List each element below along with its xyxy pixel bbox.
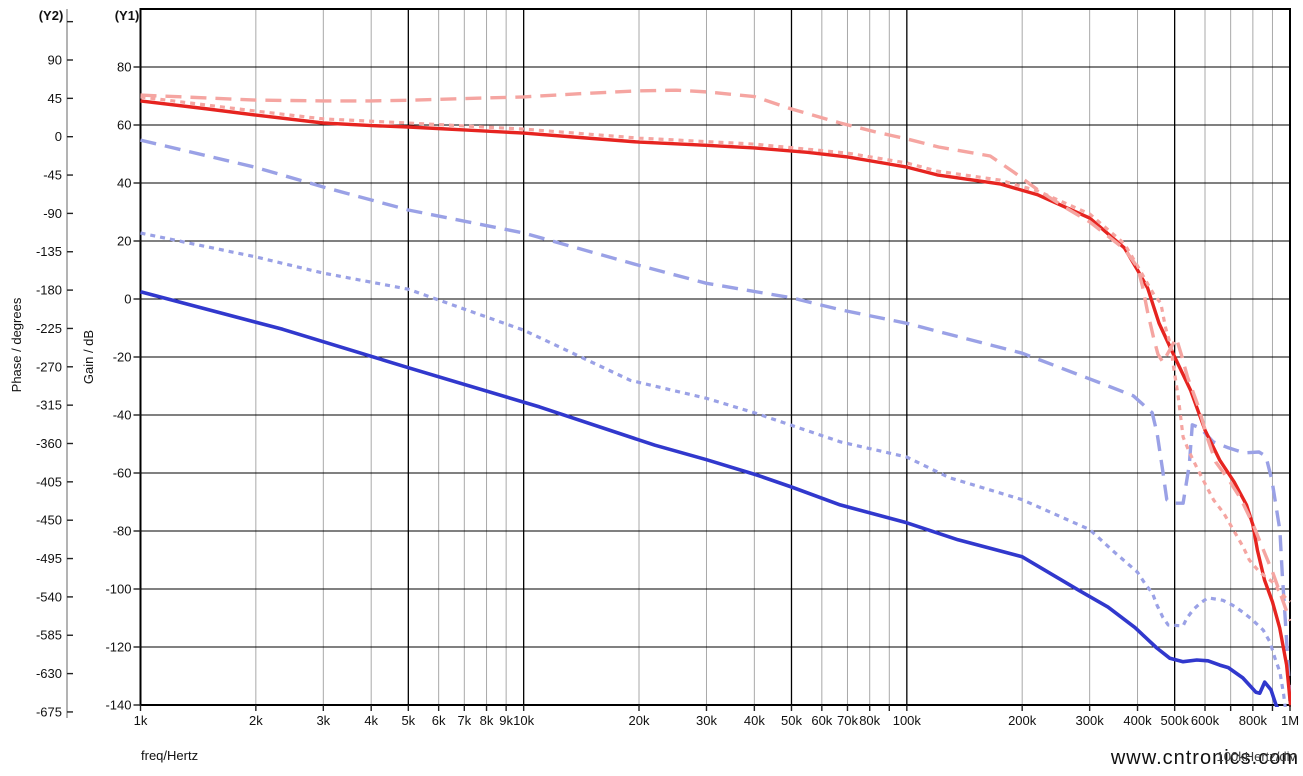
- svg-text:-45: -45: [43, 168, 62, 183]
- svg-text:100k: 100k: [893, 713, 922, 728]
- svg-text:3k: 3k: [316, 713, 330, 728]
- svg-text:-450: -450: [36, 513, 62, 528]
- svg-text:60k: 60k: [811, 713, 832, 728]
- svg-text:5k: 5k: [401, 713, 415, 728]
- watermark-text: www.cntronics.com: [1110, 747, 1299, 769]
- svg-text:-675: -675: [36, 704, 62, 719]
- svg-text:2k: 2k: [249, 713, 263, 728]
- svg-text:6k: 6k: [432, 713, 446, 728]
- svg-text:-225: -225: [36, 321, 62, 336]
- svg-text:600k: 600k: [1191, 713, 1220, 728]
- gain-axis-label: Gain / dB: [81, 330, 96, 384]
- svg-text:70k: 70k: [837, 713, 858, 728]
- svg-text:20k: 20k: [629, 713, 650, 728]
- svg-text:-100: -100: [105, 582, 131, 597]
- svg-text:-630: -630: [36, 666, 62, 681]
- series-phase-short-dash: [140, 231, 1287, 707]
- svg-text:-315: -315: [36, 398, 62, 413]
- svg-text:500k: 500k: [1161, 713, 1190, 728]
- svg-text:40: 40: [117, 176, 131, 191]
- svg-text:-270: -270: [36, 359, 62, 374]
- series-phase-long-dash: [140, 138, 1291, 706]
- axis-tick-labels: 1k 2k 3k 4k 5k 6k 7k 8k 9k 10k 20k 30k 40k 50k 60k 70k 8…: [36, 53, 1299, 729]
- svg-text:200k: 200k: [1008, 713, 1037, 728]
- svg-text:1M: 1M: [1281, 713, 1299, 728]
- svg-text:90: 90: [48, 53, 62, 68]
- svg-text:-80: -80: [113, 524, 132, 539]
- series-gain-short-dash: [140, 95, 1291, 604]
- svg-text:9k: 9k: [499, 713, 513, 728]
- svg-text:400k: 400k: [1123, 713, 1152, 728]
- svg-text:-495: -495: [36, 551, 62, 566]
- svg-text:50k: 50k: [781, 713, 802, 728]
- svg-text:0: 0: [55, 129, 62, 144]
- svg-text:-135: -135: [36, 244, 62, 259]
- svg-text:40k: 40k: [744, 713, 765, 728]
- svg-text:-140: -140: [105, 698, 131, 713]
- svg-text:60: 60: [117, 118, 131, 133]
- svg-text:4k: 4k: [364, 713, 378, 728]
- phase-axis-label: Phase / degrees: [9, 297, 24, 392]
- grid-lines: [140, 9, 1290, 705]
- svg-text:8k: 8k: [480, 713, 494, 728]
- svg-text:-60: -60: [113, 466, 132, 481]
- svg-text:1k: 1k: [134, 713, 148, 728]
- svg-text:20: 20: [117, 234, 131, 249]
- y2-axis-name: (Y2): [39, 8, 64, 23]
- svg-text:80k: 80k: [859, 713, 880, 728]
- axis-ticks: [66, 9, 1291, 718]
- svg-text:0: 0: [124, 292, 131, 307]
- svg-text:-120: -120: [105, 640, 131, 655]
- svg-text:45: 45: [48, 91, 62, 106]
- curves: [140, 88, 1291, 707]
- svg-text:-90: -90: [43, 206, 62, 221]
- series-phase-solid: [140, 290, 1280, 707]
- svg-text:-585: -585: [36, 628, 62, 643]
- y1-axis-name: (Y1): [115, 8, 140, 23]
- svg-text:7k: 7k: [457, 713, 471, 728]
- series-gain-long-dash: [140, 88, 1291, 622]
- svg-text:300k: 300k: [1076, 713, 1105, 728]
- svg-text:80: 80: [117, 60, 131, 75]
- svg-text:-180: -180: [36, 283, 62, 298]
- svg-text:-405: -405: [36, 474, 62, 489]
- x-axis-label: freq/Hertz: [141, 748, 198, 763]
- svg-text:10k: 10k: [513, 713, 534, 728]
- svg-text:800k: 800k: [1239, 713, 1268, 728]
- x-div-label: 100kHertz/div: [1217, 749, 1297, 764]
- svg-text:-40: -40: [113, 408, 132, 423]
- svg-text:-540: -540: [36, 589, 62, 604]
- svg-text:-20: -20: [113, 350, 132, 365]
- svg-text:30k: 30k: [696, 713, 717, 728]
- svg-text:-360: -360: [36, 436, 62, 451]
